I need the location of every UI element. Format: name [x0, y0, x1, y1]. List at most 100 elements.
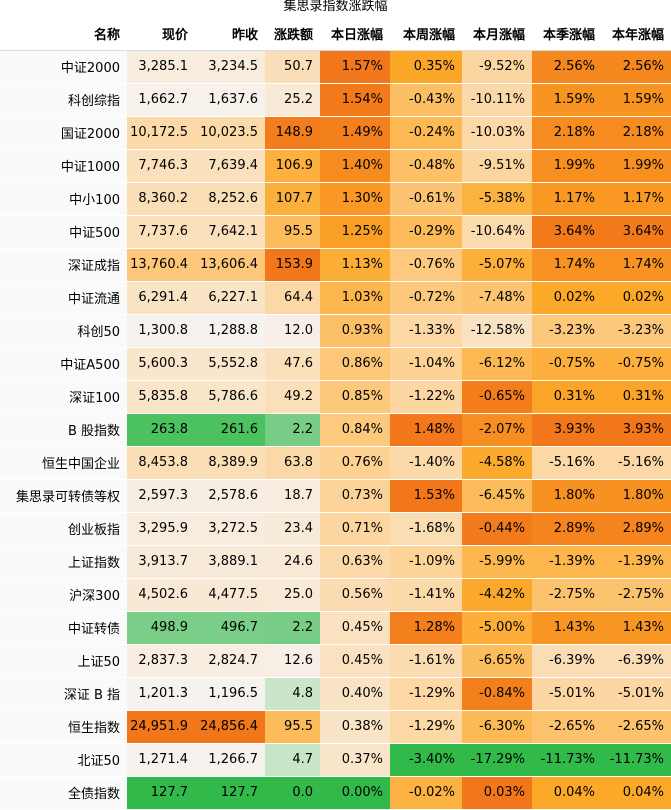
cell: 7,639.4: [195, 149, 265, 183]
table-row: 科创50 1,300.8 1,288.8 12.0 0.93% -1.33% -12.58%…: [0, 314, 671, 348]
cell: -11.73%: [532, 743, 602, 777]
cell: 6,291.4: [127, 281, 195, 315]
cell: 95.5: [265, 215, 320, 249]
cell: 8,252.6: [195, 182, 265, 216]
cell: -3.23%: [532, 314, 602, 348]
row-name: B 股指数: [0, 413, 127, 447]
cell: -10.03%: [462, 116, 532, 150]
cell: 50.7: [265, 50, 320, 84]
cell: -1.33%: [390, 314, 462, 348]
cell: 0.63%: [320, 545, 390, 579]
cell: 1.74%: [532, 248, 602, 282]
cell: -1.41%: [390, 578, 462, 612]
cell: -6.39%: [602, 644, 671, 678]
cell: 498.9: [127, 611, 195, 645]
cell: -1.29%: [390, 677, 462, 711]
cell: -2.75%: [602, 578, 671, 612]
cell: -9.52%: [462, 50, 532, 84]
cell: -0.29%: [390, 215, 462, 249]
table-row: 集思录可转债等权 2,597.3 2,578.6 18.7 0.73% 1.53% -6.4…: [0, 479, 671, 513]
cell: -10.64%: [462, 215, 532, 249]
cell: 1.59%: [602, 83, 671, 117]
cell: -6.39%: [532, 644, 602, 678]
cell: 1,201.3: [127, 677, 195, 711]
cell: 25.0: [265, 578, 320, 612]
cell: -0.76%: [390, 248, 462, 282]
cell: 2,837.3: [127, 644, 195, 678]
cell: 0.31%: [602, 380, 671, 414]
cell: -0.75%: [602, 347, 671, 381]
cell: 0.02%: [532, 281, 602, 315]
cell: 0.45%: [320, 611, 390, 645]
cell: -11.73%: [602, 743, 671, 777]
cell: -1.40%: [390, 446, 462, 480]
table-row: 北证50 1,271.4 1,266.7 4.7 0.37% -3.40% -17.29% -…: [0, 743, 671, 777]
row-name: 科创50: [0, 314, 127, 348]
cell: -1.09%: [390, 545, 462, 579]
row-name: 中证1000: [0, 149, 127, 183]
cell: 4.8: [265, 677, 320, 711]
cell: 0.38%: [320, 710, 390, 744]
cell: 7,642.1: [195, 215, 265, 249]
cell: 10,172.5: [127, 116, 195, 150]
cell: 2.89%: [532, 512, 602, 546]
cell: 3,913.7: [127, 545, 195, 579]
cell: 7,746.3: [127, 149, 195, 183]
cell: 0.93%: [320, 314, 390, 348]
table-row: 中证500 7,737.6 7,642.1 95.5 1.25% -0.29% -10.64…: [0, 215, 671, 249]
cell: 13,606.4: [195, 248, 265, 282]
cell: 5,552.8: [195, 347, 265, 381]
cell: -0.75%: [532, 347, 602, 381]
cell: -17.29%: [462, 743, 532, 777]
cell: 49.2: [265, 380, 320, 414]
table-row: 中证流通 6,291.4 6,227.1 64.4 1.03% -0.72% -7.48% 0…: [0, 281, 671, 315]
cell: 0.31%: [532, 380, 602, 414]
row-name: 中证转债: [0, 611, 127, 645]
cell: -10.11%: [462, 83, 532, 117]
cell: 3,285.1: [127, 50, 195, 84]
cell: 0.71%: [320, 512, 390, 546]
cell: -4.42%: [462, 578, 532, 612]
row-name: 深证成指: [0, 248, 127, 282]
column-header: 本季涨幅: [532, 17, 602, 51]
cell: -5.07%: [462, 248, 532, 282]
cell: 106.9: [265, 149, 320, 183]
row-name: 上证50: [0, 644, 127, 678]
cell: 10,023.5: [195, 116, 265, 150]
cell: 63.8: [265, 446, 320, 480]
cell: -1.39%: [532, 545, 602, 579]
data-table: 名称 现价 昨收 涨跌额 本日涨幅 本周涨幅 本月涨幅 本季涨幅 本年涨幅 中证2000 3,28…: [0, 17, 671, 810]
cell: 1,271.4: [127, 743, 195, 777]
cell: 3.64%: [602, 215, 671, 249]
cell: 0.37%: [320, 743, 390, 777]
column-header: 本年涨幅: [602, 17, 671, 51]
table-title: 集思录指数涨跌幅: [283, 0, 388, 14]
header-row: 名称 现价 昨收 涨跌额 本日涨幅 本周涨幅 本月涨幅 本季涨幅 本年涨幅: [0, 17, 671, 51]
column-header: 涨跌额: [265, 17, 320, 51]
cell: 4,477.5: [195, 578, 265, 612]
row-name: 集思录可转债等权: [0, 479, 127, 513]
cell: 3,272.5: [195, 512, 265, 546]
cell: 24.6: [265, 545, 320, 579]
row-name: 上证指数: [0, 545, 127, 579]
cell: 1.53%: [390, 479, 462, 513]
row-name: 中证流通: [0, 281, 127, 315]
cell: 1.57%: [320, 50, 390, 84]
cell: 1.40%: [320, 149, 390, 183]
table-row: 深证100 5,835.8 5,786.6 49.2 0.85% -1.22% -0.65%…: [0, 380, 671, 414]
cell: 24,856.4: [195, 710, 265, 744]
cell: -0.48%: [390, 149, 462, 183]
cell: 3.64%: [532, 215, 602, 249]
cell: 1.99%: [602, 149, 671, 183]
cell: -1.29%: [390, 710, 462, 744]
table-row: 上证50 2,837.3 2,824.7 12.6 0.45% -1.61% -6.65% -…: [0, 644, 671, 678]
cell: 1.13%: [320, 248, 390, 282]
table-row: 中证A500 5,600.3 5,552.8 47.6 0.86% -1.04% -6.12…: [0, 347, 671, 381]
cell: 47.6: [265, 347, 320, 381]
cell: 1.54%: [320, 83, 390, 117]
row-name: 创业板指: [0, 512, 127, 546]
row-name: 中证500: [0, 215, 127, 249]
table-row: 创业板指 3,295.9 3,272.5 23.4 0.71% -1.68% -0.44% 2…: [0, 512, 671, 546]
cell: 3,889.1: [195, 545, 265, 579]
column-header: 现价: [127, 17, 195, 51]
